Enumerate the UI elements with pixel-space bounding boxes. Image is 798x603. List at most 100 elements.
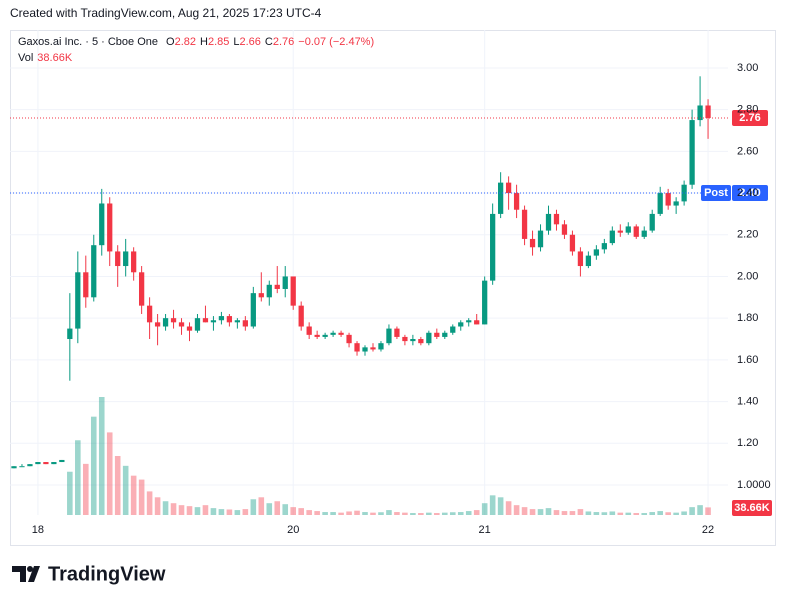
candle-body bbox=[593, 249, 599, 256]
candle-body bbox=[51, 462, 57, 465]
volume-bar bbox=[609, 511, 616, 515]
y-tick-label: 2.80 bbox=[737, 104, 758, 116]
volume-bar bbox=[537, 509, 544, 515]
candle-body bbox=[697, 105, 703, 121]
volume-bar bbox=[362, 512, 368, 515]
volume-layer bbox=[67, 397, 711, 515]
legend-l-label: L bbox=[233, 36, 239, 48]
candle-body bbox=[266, 284, 272, 298]
legend-name: Gaxos.ai Inc. · 5 · Cboe One bbox=[18, 36, 158, 48]
candle-body bbox=[577, 251, 584, 267]
y-tick-label: 2.40 bbox=[737, 187, 758, 199]
candle-body bbox=[426, 332, 432, 344]
volume-bar bbox=[481, 503, 488, 515]
volume-bar bbox=[274, 501, 281, 515]
candle-body bbox=[218, 316, 225, 321]
volume-bar bbox=[449, 512, 456, 515]
candle-body bbox=[139, 272, 145, 306]
volume-bar bbox=[577, 509, 584, 515]
candle-body bbox=[657, 193, 663, 214]
volume-bar bbox=[705, 507, 711, 515]
candle-body bbox=[27, 464, 33, 467]
volume-bar bbox=[386, 510, 392, 515]
volume-bar bbox=[673, 512, 679, 515]
volume-bar bbox=[529, 509, 536, 515]
candle-body bbox=[282, 276, 288, 289]
volume-bar bbox=[338, 512, 344, 515]
volume-bar bbox=[394, 512, 400, 515]
candle-body bbox=[505, 182, 512, 194]
candle-body bbox=[641, 230, 647, 237]
volume-bar bbox=[473, 510, 480, 515]
candle-body bbox=[75, 272, 81, 329]
y-tick-label: 1.60 bbox=[737, 354, 758, 366]
volume-bar bbox=[402, 512, 408, 515]
volume-bar bbox=[418, 513, 424, 515]
volume-bar bbox=[67, 471, 73, 515]
candle-body bbox=[338, 332, 344, 335]
volume-bar bbox=[601, 512, 608, 515]
volume-bar bbox=[90, 416, 97, 515]
volume-bar bbox=[98, 397, 105, 515]
logo-mark bbox=[12, 566, 40, 582]
volume-bar bbox=[75, 440, 81, 515]
volume-bar bbox=[441, 512, 448, 515]
volume-bar bbox=[465, 511, 472, 515]
candle-body bbox=[202, 318, 209, 323]
volume-bar bbox=[553, 510, 560, 515]
price-label-box bbox=[732, 185, 768, 202]
candle-body bbox=[561, 224, 568, 235]
legend-volume: Vol 38.66K bbox=[18, 52, 73, 64]
candle-body bbox=[362, 347, 368, 352]
volume-label-box bbox=[732, 500, 772, 516]
volume-bar bbox=[521, 507, 528, 515]
volume-bar bbox=[617, 512, 624, 515]
volume-bar bbox=[330, 512, 336, 515]
candle-body bbox=[521, 209, 528, 239]
volume-bar bbox=[378, 512, 384, 515]
volume-bar bbox=[146, 491, 153, 515]
price-label-box bbox=[732, 109, 768, 126]
volume-bar bbox=[585, 511, 592, 515]
candle-body bbox=[11, 466, 17, 469]
candle-body bbox=[545, 213, 552, 231]
legend-volume-label: Vol bbox=[18, 52, 33, 64]
legend-h-label: H bbox=[200, 36, 208, 48]
candle-body bbox=[410, 339, 416, 342]
volume-bar bbox=[258, 497, 265, 515]
candle-body bbox=[617, 230, 623, 233]
volume-bar bbox=[665, 512, 671, 515]
candle-body bbox=[601, 243, 607, 250]
candle-body bbox=[689, 120, 695, 185]
candle-layer bbox=[11, 76, 711, 469]
volume-bar bbox=[130, 475, 137, 515]
volume-label: 38.66K bbox=[734, 502, 770, 514]
candle-body bbox=[370, 347, 376, 350]
candle-body bbox=[162, 318, 169, 327]
y-tick-label: 2.00 bbox=[737, 270, 758, 282]
candle-body bbox=[346, 334, 352, 344]
candle-body bbox=[585, 255, 592, 267]
x-tick-label: 22 bbox=[702, 524, 714, 536]
volume-bar bbox=[306, 510, 312, 515]
x-tick-label: 20 bbox=[287, 524, 299, 536]
volume-bar bbox=[489, 495, 496, 515]
candle-body bbox=[418, 339, 424, 344]
volume-bar bbox=[681, 511, 687, 515]
volume-bar bbox=[162, 501, 169, 515]
volume-bar bbox=[186, 506, 193, 515]
candle-body bbox=[43, 462, 49, 465]
price-label: 2.40 bbox=[739, 187, 760, 199]
candle-body bbox=[250, 293, 256, 327]
y-tick-label: 3.00 bbox=[737, 62, 758, 74]
candle-body bbox=[274, 284, 280, 289]
volume-bar bbox=[593, 512, 600, 515]
candle-body bbox=[442, 332, 448, 337]
volume-bar bbox=[513, 505, 520, 515]
volume-bar bbox=[114, 456, 121, 515]
volume-bar bbox=[426, 512, 432, 515]
candle-body bbox=[99, 203, 105, 246]
candle-body bbox=[402, 336, 408, 342]
candle-body bbox=[314, 334, 320, 337]
volume-bar bbox=[122, 465, 129, 515]
